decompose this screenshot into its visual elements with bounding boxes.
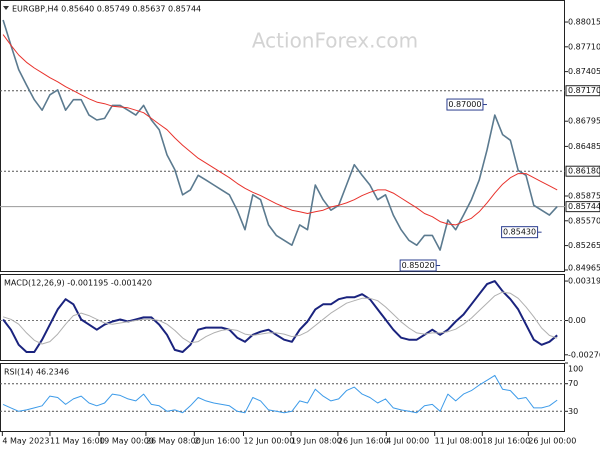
menu-triangle xyxy=(3,6,9,10)
series-line xyxy=(2,280,558,353)
y-tick-label: -0.002769 xyxy=(568,350,600,359)
y-tick-label: 0.00319 xyxy=(568,277,600,286)
panel-frame xyxy=(0,0,565,272)
x-tick-label: 19 Jun 08:00 xyxy=(291,437,342,446)
x-tick-label: 4 May 2023 xyxy=(2,437,49,446)
panel-frame xyxy=(0,274,565,361)
y-tick-label: 100 xyxy=(568,365,583,374)
x-tick-label: 18 Jul 16:00 xyxy=(482,437,530,446)
level-label-box xyxy=(565,85,600,97)
y-tick-label: 0.86795 xyxy=(568,117,600,126)
x-tick-label: 12 Jun 00:00 xyxy=(243,437,294,446)
x-tick-label: 4 Jul 00:00 xyxy=(386,437,429,446)
level-label: 0.86180 xyxy=(568,167,600,176)
y-tick-label: 0.87710 xyxy=(568,42,600,51)
annotation-box xyxy=(446,98,484,111)
y-tick-label: 0.87405 xyxy=(568,67,600,76)
annotation-label: 0.85430 xyxy=(503,228,536,237)
level-label: 0.87170 xyxy=(568,86,600,95)
y-tick-label: 0.88015 xyxy=(568,18,600,27)
y-tick-label: 0.85265 xyxy=(568,241,600,250)
annotation-box xyxy=(501,226,539,239)
y-tick-label: 0.84965 xyxy=(568,264,600,273)
x-tick-label: 26 Jul 00:00 xyxy=(528,437,576,446)
x-tick-label: 26 Jun 16:00 xyxy=(338,437,389,446)
x-tick-label: 19 May 00:00 xyxy=(99,437,154,446)
x-tick-label: 2 Jun 16:00 xyxy=(194,437,240,446)
x-tick-label: 11 May 16:00 xyxy=(50,437,105,446)
last-price-box xyxy=(565,201,600,213)
series-line xyxy=(2,374,558,414)
watermark: ActionForex.com xyxy=(252,29,418,53)
panel-title: RSI(14) 46.2346 xyxy=(4,368,69,377)
last-price-label: 0.85744 xyxy=(568,202,600,211)
annotation-label: 0.87000 xyxy=(448,100,481,109)
level-label-box xyxy=(565,165,600,177)
x-tick-label: 26 May 08:00 xyxy=(146,437,201,446)
series-line xyxy=(2,19,558,251)
panel-title: MACD(12,26,9) -0.001195 -0.001420 xyxy=(4,279,152,288)
annotation-label: 0.85020 xyxy=(402,261,435,270)
y-tick-label: 70 xyxy=(568,379,578,388)
x-tick-label: 11 Jul 08:00 xyxy=(435,437,483,446)
y-tick-label: 0.86485 xyxy=(568,142,600,151)
series-line xyxy=(2,34,558,226)
y-tick-label: 0.00 xyxy=(568,316,586,325)
annotation-box xyxy=(399,259,437,272)
series-line xyxy=(2,291,558,345)
panel-frame xyxy=(0,363,565,432)
y-tick-label: 0.85570 xyxy=(568,216,600,225)
y-tick-label: 30 xyxy=(568,407,578,416)
panel-title: EURGBP,H4 0.85640 0.85749 0.85637 0.8574… xyxy=(12,5,201,14)
y-tick-label: 0.85875 xyxy=(568,191,600,200)
